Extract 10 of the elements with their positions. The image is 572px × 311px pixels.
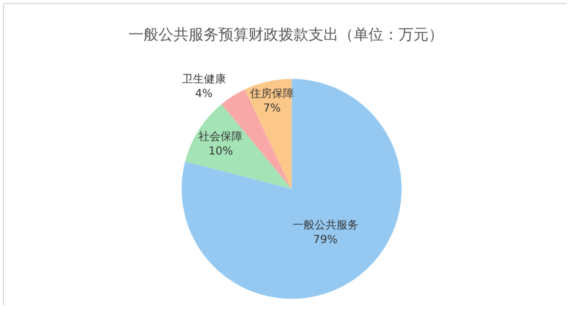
data-label: 4% [195,86,213,100]
data-label: 7% [263,101,281,114]
chart-title: 一般公共服务预算财政拨款支出（单位：万元） [128,26,444,44]
slice-label: 卫生健康 [182,72,226,86]
slice-label: 社会保障 [198,130,243,144]
pie-slice [185,104,292,189]
data-label: 10% [208,144,233,158]
slice-label: 一般公共服务 [292,218,358,232]
data-label: 79% [313,232,338,246]
slice-label: 住房保障 [250,87,294,100]
